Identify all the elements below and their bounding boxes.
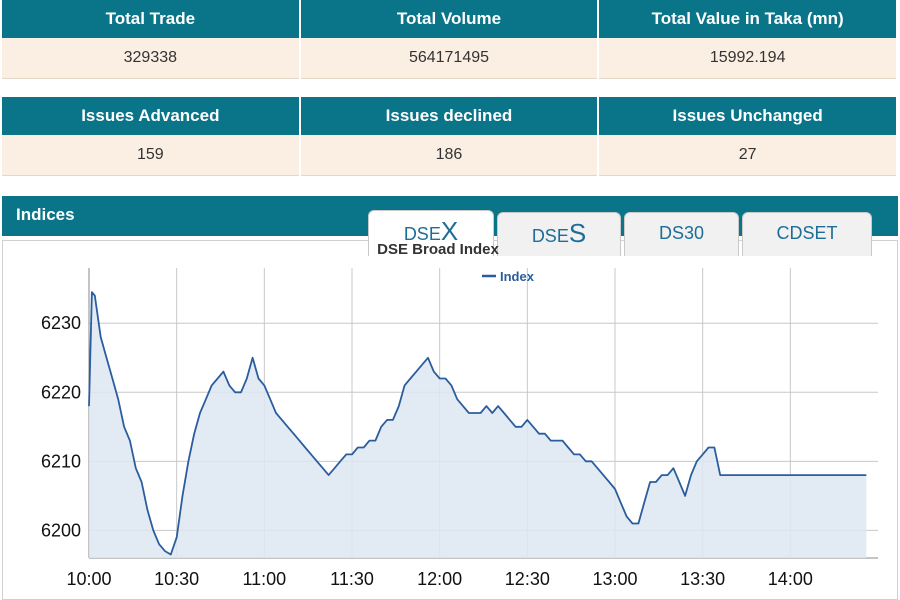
x-tick-label: 11:30	[330, 569, 374, 589]
legend-label: Index	[500, 269, 535, 284]
market-summary-table: Total Trade Total Volume Total Value in …	[0, 0, 898, 79]
issues-advanced-value: 159	[2, 135, 299, 176]
total-trade-value: 329338	[2, 38, 299, 79]
y-tick-label: 6200	[41, 520, 81, 540]
issues-summary-table: Issues Advanced Issues declined Issues U…	[0, 97, 898, 176]
tab-cdset-label: CDSET	[776, 223, 838, 243]
tab-dsex[interactable]: DSEX	[368, 210, 494, 256]
total-value-header: Total Value in Taka (mn)	[599, 0, 896, 38]
x-tick-label: 11:00	[242, 569, 286, 589]
tab-dsex-suffix: X	[440, 216, 459, 246]
tab-dses-prefix: DSE	[531, 226, 569, 246]
index-series-area	[89, 292, 867, 558]
index-series-line	[88, 291, 867, 556]
x-tick-label: 13:00	[592, 569, 637, 589]
tab-cdset[interactable]: CDSET	[742, 212, 872, 256]
y-tick-label: 6230	[41, 313, 81, 333]
issues-unchanged-value: 27	[599, 135, 896, 176]
total-trade-header: Total Trade	[2, 0, 299, 38]
x-tick-label: 10:30	[154, 569, 199, 589]
issues-declined-value: 186	[300, 135, 598, 176]
tab-ds30-label: DS30	[658, 223, 705, 243]
y-tick-label: 6220	[41, 382, 81, 402]
x-tick-label: 12:30	[505, 569, 550, 589]
issues-unchanged-header: Issues Unchanged	[599, 97, 896, 135]
x-tick-label: 12:00	[417, 569, 462, 589]
tab-dses-suffix: S	[568, 218, 587, 248]
tab-dsex-prefix: DSE	[403, 224, 441, 244]
tab-ds30[interactable]: DS30	[624, 212, 739, 256]
issues-declined-header: Issues declined	[300, 97, 598, 135]
total-volume-header: Total Volume	[300, 0, 598, 38]
y-tick-label: 6210	[41, 451, 81, 471]
x-tick-label: 10:00	[66, 569, 111, 589]
total-value-value: 15992.194	[599, 38, 896, 79]
x-tick-label: 14:00	[768, 569, 813, 589]
tab-dses[interactable]: DSES	[497, 212, 621, 256]
x-tick-label: 13:30	[680, 569, 725, 589]
total-volume-value: 564171495	[300, 38, 598, 79]
issues-advanced-header: Issues Advanced	[2, 97, 299, 135]
chart-title: DSE Broad Index	[377, 241, 499, 258]
indices-title: Indices	[16, 205, 75, 224]
